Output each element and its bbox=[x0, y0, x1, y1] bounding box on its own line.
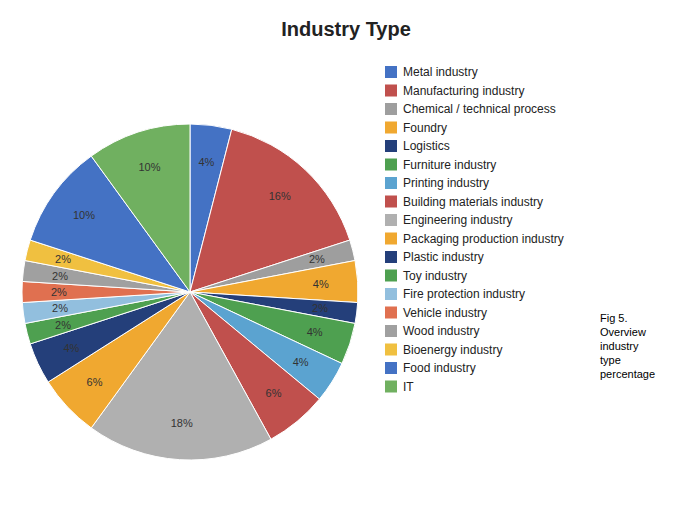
legend-label: Chemical / technical process bbox=[403, 102, 556, 116]
caption-line: Fig 5. bbox=[600, 312, 628, 324]
legend-swatch bbox=[385, 325, 397, 337]
data-label: 2% bbox=[52, 302, 68, 314]
legend-swatch bbox=[385, 270, 397, 282]
caption-line: Overview bbox=[600, 326, 646, 338]
data-label: 10% bbox=[73, 209, 95, 221]
title: Industry Type bbox=[281, 18, 411, 40]
legend-swatch bbox=[385, 66, 397, 78]
data-label: 4% bbox=[63, 342, 79, 354]
legend-swatch bbox=[385, 140, 397, 152]
data-label: 4% bbox=[293, 356, 309, 368]
legend-label: Packaging production industry bbox=[403, 232, 564, 246]
data-label: 4% bbox=[307, 326, 323, 338]
data-label: 6% bbox=[266, 387, 282, 399]
legend-swatch bbox=[385, 177, 397, 189]
legend-swatch bbox=[385, 103, 397, 115]
legend-label: Printing industry bbox=[403, 176, 489, 190]
legend-label: Toy industry bbox=[403, 269, 467, 283]
legend-swatch bbox=[385, 233, 397, 245]
pie-slice bbox=[91, 124, 190, 292]
legend-label: Wood industry bbox=[403, 324, 479, 338]
caption-line: industry bbox=[600, 340, 639, 352]
data-label: 4% bbox=[313, 278, 329, 290]
legend-swatch bbox=[385, 122, 397, 134]
legend-label: Furniture industry bbox=[403, 158, 496, 172]
data-label: 2% bbox=[55, 319, 71, 331]
legend-swatch bbox=[385, 251, 397, 263]
caption-line: type bbox=[600, 354, 621, 366]
legend-label: Logistics bbox=[403, 139, 450, 153]
legend-label: Vehicle industry bbox=[403, 306, 487, 320]
data-labels: 4% 16% 2% 4% 2% 4% 4% 6% 18% 6% 4% 2% 2% 2% 2% 2% 10% 10% bbox=[51, 156, 329, 429]
legend-label: Plastic industry bbox=[403, 250, 484, 264]
data-label: 2% bbox=[51, 286, 67, 298]
data-label: 16% bbox=[269, 190, 291, 202]
data-label: 6% bbox=[87, 376, 103, 388]
legend-label: Bioenergy industry bbox=[403, 343, 502, 357]
legend-label: Manufacturing industry bbox=[403, 84, 524, 98]
pie bbox=[22, 124, 358, 460]
legend-label: Building materials industry bbox=[403, 195, 543, 209]
legend-label: Engineering industry bbox=[403, 213, 512, 227]
data-label: 2% bbox=[52, 270, 68, 282]
legend-label: Fire protection industry bbox=[403, 287, 525, 301]
data-label: 4% bbox=[198, 156, 214, 168]
legend-swatch bbox=[385, 362, 397, 374]
data-label: 18% bbox=[171, 417, 193, 429]
legend-swatch bbox=[385, 214, 397, 226]
legend-swatch bbox=[385, 159, 397, 171]
legend-label: Foundry bbox=[403, 121, 447, 135]
chart-svg: Industry Type 4% 16% 2% 4% 2% 4% 4% 6% 18% 6% 4% 2% 2… bbox=[0, 0, 692, 525]
legend-label: IT bbox=[403, 380, 414, 394]
legend-swatch bbox=[385, 344, 397, 356]
legend-swatch bbox=[385, 85, 397, 97]
data-label: 2% bbox=[55, 253, 71, 265]
legend-label: Food industry bbox=[403, 361, 476, 375]
legend-label: Metal industry bbox=[403, 65, 478, 79]
data-label: 10% bbox=[138, 161, 160, 173]
legend-swatch bbox=[385, 196, 397, 208]
legend-swatch bbox=[385, 288, 397, 300]
data-label: 2% bbox=[312, 302, 328, 314]
legend-swatch bbox=[385, 381, 397, 393]
caption: Fig 5. Overview industry type percentage bbox=[600, 312, 655, 380]
legend: Metal industry Manufacturing industry Chem… bbox=[385, 65, 564, 394]
chart-container: Industry Type 4% 16% 2% 4% 2% 4% 4% 6% 18% 6% 4% 2% 2… bbox=[0, 0, 692, 525]
caption-line: percentage bbox=[600, 368, 655, 380]
data-label: 2% bbox=[309, 253, 325, 265]
legend-swatch bbox=[385, 307, 397, 319]
